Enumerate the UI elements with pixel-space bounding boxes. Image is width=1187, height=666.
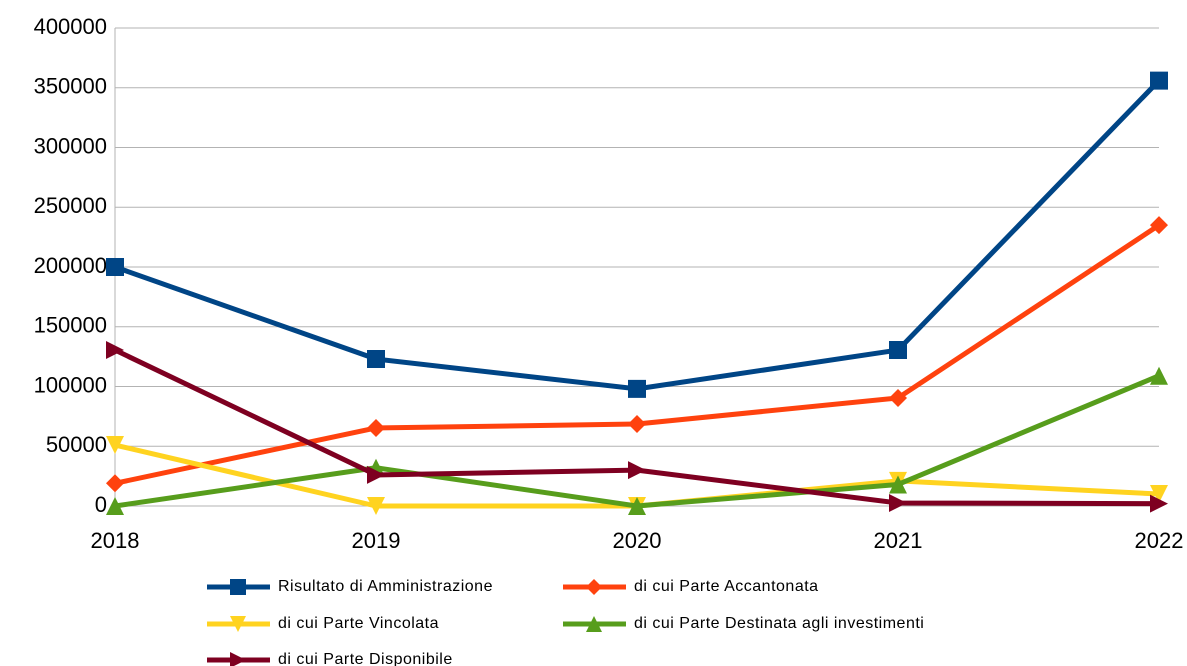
y-tick-label: 400000 [34,14,107,39]
marker [628,461,646,480]
marker [889,388,907,407]
marker [1150,494,1168,513]
y-tick-label: 100000 [34,372,107,397]
marker [628,379,646,398]
legend-label: di cui Parte Destinata agli investimenti [634,615,924,632]
y-tick-label: 0 [95,492,107,517]
marker [628,497,646,515]
legend-label: Risultato di Amministrazione [278,578,493,595]
y-tick-label: 300000 [34,133,107,158]
marker [106,497,124,515]
marker [889,341,907,360]
legend-label: di cui Parte Accantonata [634,578,819,595]
x-tick-label: 2020 [613,528,662,553]
marker [889,494,907,513]
legend-label: di cui Parte Disponibile [278,651,453,666]
marker [1150,485,1168,504]
marker [889,475,907,494]
marker [106,436,124,455]
legend-label: di cui Parte Vincolata [278,615,439,632]
y-tick-label: 200000 [34,253,107,278]
series-line [114,223,1161,486]
marker [1150,71,1168,90]
y-tick-label: 350000 [34,74,107,99]
marker [628,415,646,434]
marker [586,616,602,632]
y-tick-label: 250000 [34,193,107,218]
series-line [114,78,1161,392]
marker [1150,366,1168,385]
marker [367,418,385,437]
x-tick-label: 2021 [874,528,923,553]
marker [230,579,246,595]
y-tick-label: 50000 [46,432,107,457]
x-tick-label: 2022 [1135,528,1184,553]
marker [367,465,385,484]
y-tick-label: 150000 [34,313,107,338]
marker [230,652,246,666]
marker [367,497,385,515]
series-line [114,442,1160,509]
x-tick-label: 2019 [352,528,401,553]
marker [230,616,246,632]
marker [106,341,124,360]
marker [586,579,602,595]
marker [106,258,124,276]
marker [1150,216,1168,235]
marker [367,350,385,369]
x-tick-label: 2018 [91,528,140,553]
marker [106,474,124,493]
